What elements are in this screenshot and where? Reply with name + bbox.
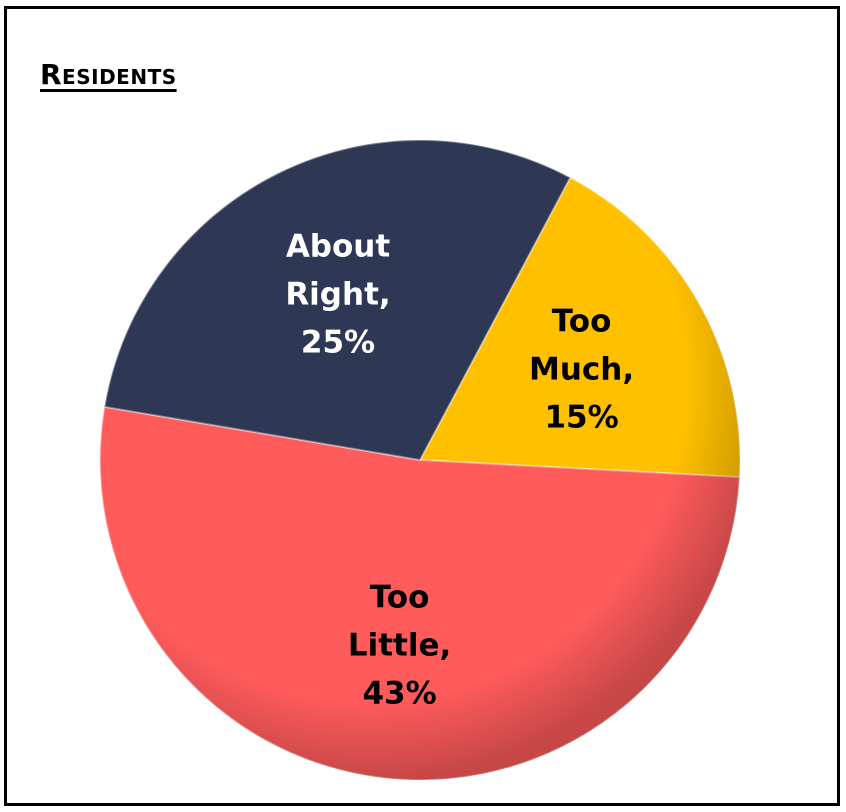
chart-title: Residents	[40, 58, 177, 91]
slice-label-line: Little,	[348, 628, 451, 664]
slice-label-line: 15%	[544, 400, 618, 436]
slice-label-too-much: Too Much, 15%	[529, 304, 634, 436]
slice-label-line: 43%	[362, 676, 436, 712]
slice-label-too-little: Too Little, 43%	[348, 580, 451, 712]
slice-label-line: About	[286, 229, 391, 265]
slice-label-about-right: About Right, 25%	[285, 229, 390, 361]
slice-label-line: 25%	[301, 325, 375, 361]
slice-label-line: Too	[552, 304, 612, 340]
slice-label-line: Too	[370, 580, 430, 616]
slice-label-line: Much,	[529, 352, 634, 388]
slice-label-line: Right,	[285, 277, 390, 313]
